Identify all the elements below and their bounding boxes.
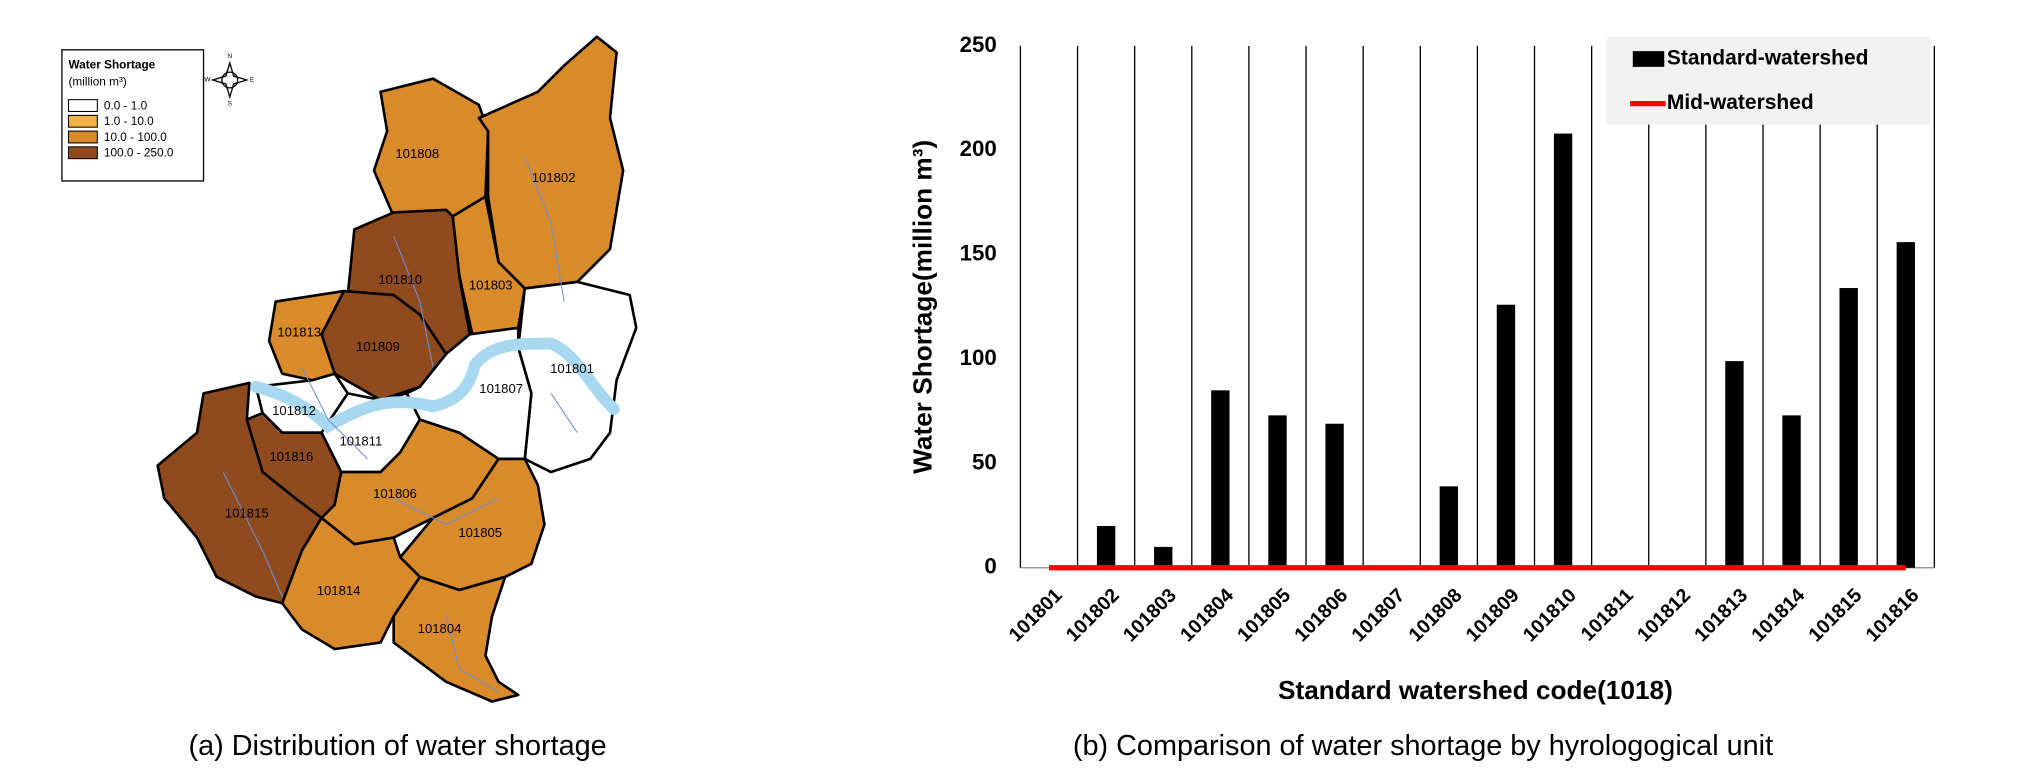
bar	[1439, 486, 1459, 568]
map-legend-swatch	[67, 146, 98, 160]
x-tick-label: 101809	[1462, 584, 1524, 646]
x-tick-label: 101801	[1005, 584, 1067, 646]
region-label: 101804	[418, 621, 462, 636]
region-label: 101815	[225, 505, 269, 520]
y-tick-label: 250	[960, 32, 997, 57]
x-tick-label: 101810	[1519, 584, 1581, 646]
y-tick-label: 100	[960, 345, 997, 370]
bar	[1096, 526, 1116, 568]
map-legend-label: 100.0 - 250.0	[104, 146, 174, 160]
watershed	[392, 575, 520, 703]
river	[250, 337, 620, 434]
region-label: 101812	[272, 403, 316, 418]
bar	[1553, 133, 1573, 568]
map-legend-swatch	[67, 130, 98, 144]
compass-ring	[221, 71, 239, 89]
x-tick-label: 101806	[1290, 584, 1352, 646]
stream	[222, 471, 283, 597]
bar	[1782, 415, 1801, 568]
x-tick-label: 101805	[1233, 584, 1295, 646]
region-label: 101811	[339, 433, 382, 448]
map: 101808 101802 101803 101810 101809 101813 1018…	[61, 35, 638, 703]
bar	[1725, 361, 1744, 568]
bar	[1211, 390, 1230, 568]
watershed	[477, 35, 625, 290]
map-legend-label: 1.0 - 10.0	[104, 114, 154, 128]
y-axis-title: Water Shortage(million m³)	[908, 140, 938, 474]
x-tick-label: 101802	[1062, 584, 1124, 646]
legend-label: Standard-watershed	[1667, 47, 1869, 70]
stream	[445, 616, 499, 693]
map-legend-title: Water Shortage	[68, 58, 155, 72]
map-legend-unit: (million m³)	[68, 75, 126, 89]
compass-letter: W	[204, 77, 211, 84]
map-legend-swatch	[67, 114, 98, 128]
bar	[1896, 242, 1915, 568]
x-tick-label: 101812	[1633, 584, 1695, 646]
bar	[1496, 304, 1516, 568]
x-tick-label: 101815	[1804, 584, 1866, 646]
bar	[1268, 415, 1287, 568]
region-label: 101813	[277, 325, 321, 340]
chart-caption: (b) Comparison of water shortage by hyro…	[1073, 730, 1773, 762]
x-tick-label: 101813	[1690, 584, 1752, 646]
bar	[1154, 546, 1173, 568]
x-tick-label: 101814	[1747, 584, 1809, 646]
y-tick-label: 150	[960, 241, 997, 266]
region-label: 101809	[356, 339, 400, 354]
x-tick-label: 101808	[1405, 584, 1467, 646]
x-tick-label: 101807	[1347, 584, 1409, 646]
y-tick-label: 50	[972, 449, 997, 474]
x-tick-label: 101804	[1176, 584, 1238, 646]
x-tick-label: 101803	[1119, 584, 1181, 646]
region-label: 101802	[532, 170, 576, 185]
watershed	[516, 280, 638, 474]
map-legend-label: 0.0 - 1.0	[104, 98, 148, 112]
region-label: 101810	[378, 272, 422, 287]
compass-letter: N	[227, 53, 232, 60]
stream	[393, 497, 499, 526]
stream	[301, 366, 368, 460]
compass-rose	[210, 60, 250, 100]
bar	[1325, 423, 1344, 568]
region-label: 101808	[395, 146, 439, 161]
region-label: 101814	[317, 583, 361, 598]
x-axis-title: Standard watershed code(1018)	[1278, 675, 1673, 705]
map-legend-label: 10.0 - 100.0	[104, 130, 167, 144]
legend-label: Mid-watershed	[1667, 91, 1814, 114]
map-caption: (a) Distribution of water shortage	[189, 730, 607, 762]
region-label: 101806	[373, 486, 417, 501]
x-tick-label: 101816	[1862, 584, 1924, 646]
region-label: 101807	[479, 381, 523, 396]
compass-letter: E	[250, 77, 255, 84]
map-legend-swatch	[67, 99, 98, 112]
region-label: 101803	[469, 277, 513, 292]
bar	[1839, 288, 1858, 568]
region-label: 101801	[550, 361, 594, 376]
stream	[393, 235, 434, 368]
stream	[550, 393, 578, 433]
region-label: 101816	[270, 449, 314, 464]
x-tick-label: 101811	[1577, 584, 1638, 645]
legend-swatch	[1632, 51, 1665, 67]
compass-letter: S	[228, 100, 233, 107]
y-tick-label: 0	[984, 554, 996, 579]
y-tick-label: 200	[960, 136, 997, 161]
stream	[524, 157, 565, 302]
region-label: 101805	[458, 525, 502, 540]
